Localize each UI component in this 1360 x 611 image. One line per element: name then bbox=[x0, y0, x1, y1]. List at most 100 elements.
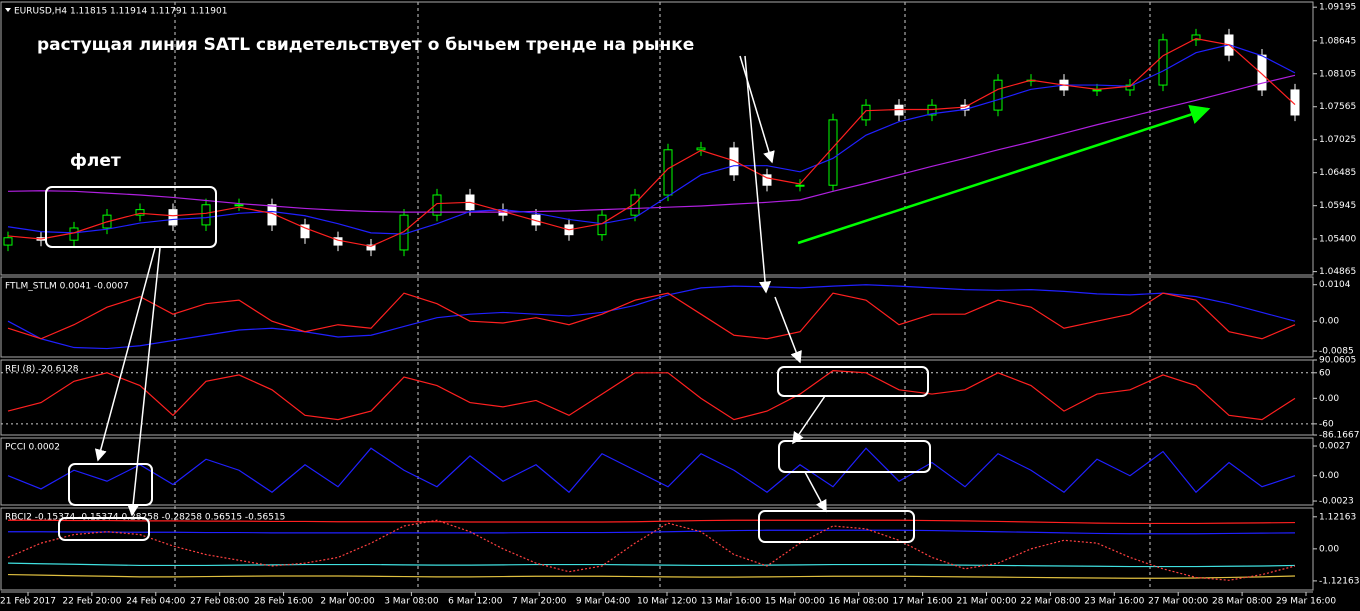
series-line bbox=[8, 529, 1296, 535]
y-tick-label: -86.1667 bbox=[1319, 431, 1359, 441]
y-tick-label: 0.00 bbox=[1319, 317, 1339, 327]
arrow bbox=[94, 247, 156, 462]
y-tick-label: 1.12163 bbox=[1319, 512, 1356, 522]
x-tick-label: 27 Feb 08:00 bbox=[190, 597, 249, 607]
panel-frame bbox=[0, 1, 1314, 276]
candle-body bbox=[630, 194, 640, 216]
panel-frame bbox=[0, 276, 1314, 358]
x-tick-label: 2 Mar 00:00 bbox=[320, 597, 375, 607]
x-tick-label: 22 Mar 08:00 bbox=[1020, 597, 1080, 607]
candle-body bbox=[300, 224, 310, 239]
y-tick-label: 90.0605 bbox=[1319, 356, 1356, 366]
candle-body bbox=[1158, 39, 1168, 86]
x-tick-label: 10 Mar 12:00 bbox=[637, 597, 697, 607]
y-tick-label: -0.0085 bbox=[1319, 347, 1354, 357]
x-tick-label: 16 Mar 08:00 bbox=[829, 597, 889, 607]
x-tick-label: 3 Mar 08:00 bbox=[384, 597, 439, 607]
panel-title: REI (8) -20.6128 bbox=[5, 365, 79, 375]
y-tick-label: -60 bbox=[1319, 419, 1334, 429]
candle-body bbox=[168, 209, 178, 226]
y-tick-label: 1.05945 bbox=[1319, 201, 1356, 211]
highlight-box bbox=[777, 366, 929, 397]
series-line bbox=[7, 292, 1296, 340]
x-tick-label: 6 Mar 12:00 bbox=[448, 597, 503, 607]
y-tick-label: 1.09195 bbox=[1319, 3, 1356, 13]
x-tick-label: 23 Mar 16:00 bbox=[1084, 597, 1144, 607]
y-tick-label: 1.08105 bbox=[1319, 69, 1356, 79]
x-tick-label: 7 Mar 20:00 bbox=[512, 597, 567, 607]
candle-body bbox=[69, 227, 79, 241]
candle-body bbox=[1092, 89, 1102, 92]
candle-body bbox=[135, 209, 145, 216]
series-line bbox=[7, 573, 1296, 579]
series-line bbox=[7, 38, 1296, 247]
x-tick-label: 28 Feb 16:00 bbox=[254, 597, 313, 607]
series-line bbox=[7, 44, 1296, 235]
candle-body bbox=[1290, 89, 1300, 116]
panel-frame bbox=[0, 437, 1314, 506]
arrow bbox=[774, 296, 802, 364]
arrow bbox=[739, 55, 775, 164]
panel-title: PCCI 0.0002 bbox=[5, 443, 60, 453]
y-tick-label: 1.05400 bbox=[1319, 234, 1356, 244]
candle-body bbox=[993, 79, 1003, 111]
candle-body bbox=[1257, 54, 1267, 91]
candle-body bbox=[1191, 34, 1201, 41]
panel-title: FTLM_STLM 0.0041 -0.0007 bbox=[5, 282, 129, 292]
annotation: флет bbox=[70, 151, 121, 171]
x-tick-label: 15 Mar 00:00 bbox=[765, 597, 825, 607]
candle-body bbox=[366, 244, 376, 251]
y-tick-label: 0.00 bbox=[1319, 394, 1339, 404]
x-tick-label: 27 Mar 00:00 bbox=[1148, 597, 1208, 607]
arrow bbox=[744, 55, 772, 294]
highlight-box bbox=[58, 517, 150, 541]
highlight-box bbox=[68, 463, 153, 506]
candle-body bbox=[696, 147, 706, 151]
annotation: растущая линия SATL свидетельствует о бы… bbox=[37, 35, 694, 55]
y-tick-label: 1.07565 bbox=[1319, 102, 1356, 112]
highlight-box bbox=[45, 186, 217, 248]
x-tick-label: 13 Mar 16:00 bbox=[701, 597, 761, 607]
series-line bbox=[7, 562, 1296, 568]
series-line bbox=[8, 519, 1296, 525]
candle-body bbox=[828, 119, 838, 186]
x-tick-label: 21 Mar 00:00 bbox=[956, 597, 1016, 607]
candle-body bbox=[927, 104, 937, 116]
candle-body bbox=[762, 174, 772, 186]
candle-body bbox=[861, 104, 871, 121]
y-tick-label: 1.04865 bbox=[1319, 267, 1356, 277]
series-line bbox=[7, 74, 1296, 213]
y-tick-label: 0.0027 bbox=[1319, 442, 1351, 452]
x-tick-label: 17 Mar 16:00 bbox=[893, 597, 953, 607]
series-line bbox=[7, 519, 1296, 581]
candle-body bbox=[597, 214, 607, 236]
y-tick-label: -0.0023 bbox=[1319, 497, 1354, 507]
panel-title: EURUSD,H4 1.11815 1.11914 1.11791 1.1190… bbox=[14, 7, 227, 17]
y-tick-label: -1.12163 bbox=[1319, 576, 1359, 586]
x-tick-label: 21 Feb 2017 bbox=[0, 597, 56, 607]
candle-body bbox=[234, 204, 244, 207]
highlight-box bbox=[758, 510, 915, 543]
candle-body bbox=[1125, 84, 1135, 91]
y-tick-label: 0.0104 bbox=[1319, 280, 1351, 290]
arrow bbox=[804, 471, 827, 513]
x-tick-label: 24 Feb 04:00 bbox=[126, 597, 185, 607]
candle-body bbox=[201, 204, 211, 226]
panel-frame bbox=[0, 359, 1314, 436]
arrow bbox=[792, 395, 826, 445]
series-line bbox=[7, 370, 1296, 421]
y-tick-label: 1.07025 bbox=[1319, 135, 1356, 145]
symbol-marker bbox=[5, 8, 11, 12]
x-tick-label: 29 Mar 16:00 bbox=[1276, 597, 1336, 607]
series-line bbox=[7, 447, 1296, 494]
y-tick-label: 1.08645 bbox=[1319, 36, 1356, 46]
candle-body bbox=[432, 194, 442, 216]
candle-body bbox=[3, 237, 13, 246]
y-tick-label: 1.06485 bbox=[1319, 168, 1356, 178]
x-tick-label: 9 Mar 04:00 bbox=[576, 597, 631, 607]
y-tick-label: 60 bbox=[1319, 368, 1331, 378]
y-tick-label: 0.00 bbox=[1319, 544, 1339, 554]
series-line bbox=[7, 284, 1296, 350]
